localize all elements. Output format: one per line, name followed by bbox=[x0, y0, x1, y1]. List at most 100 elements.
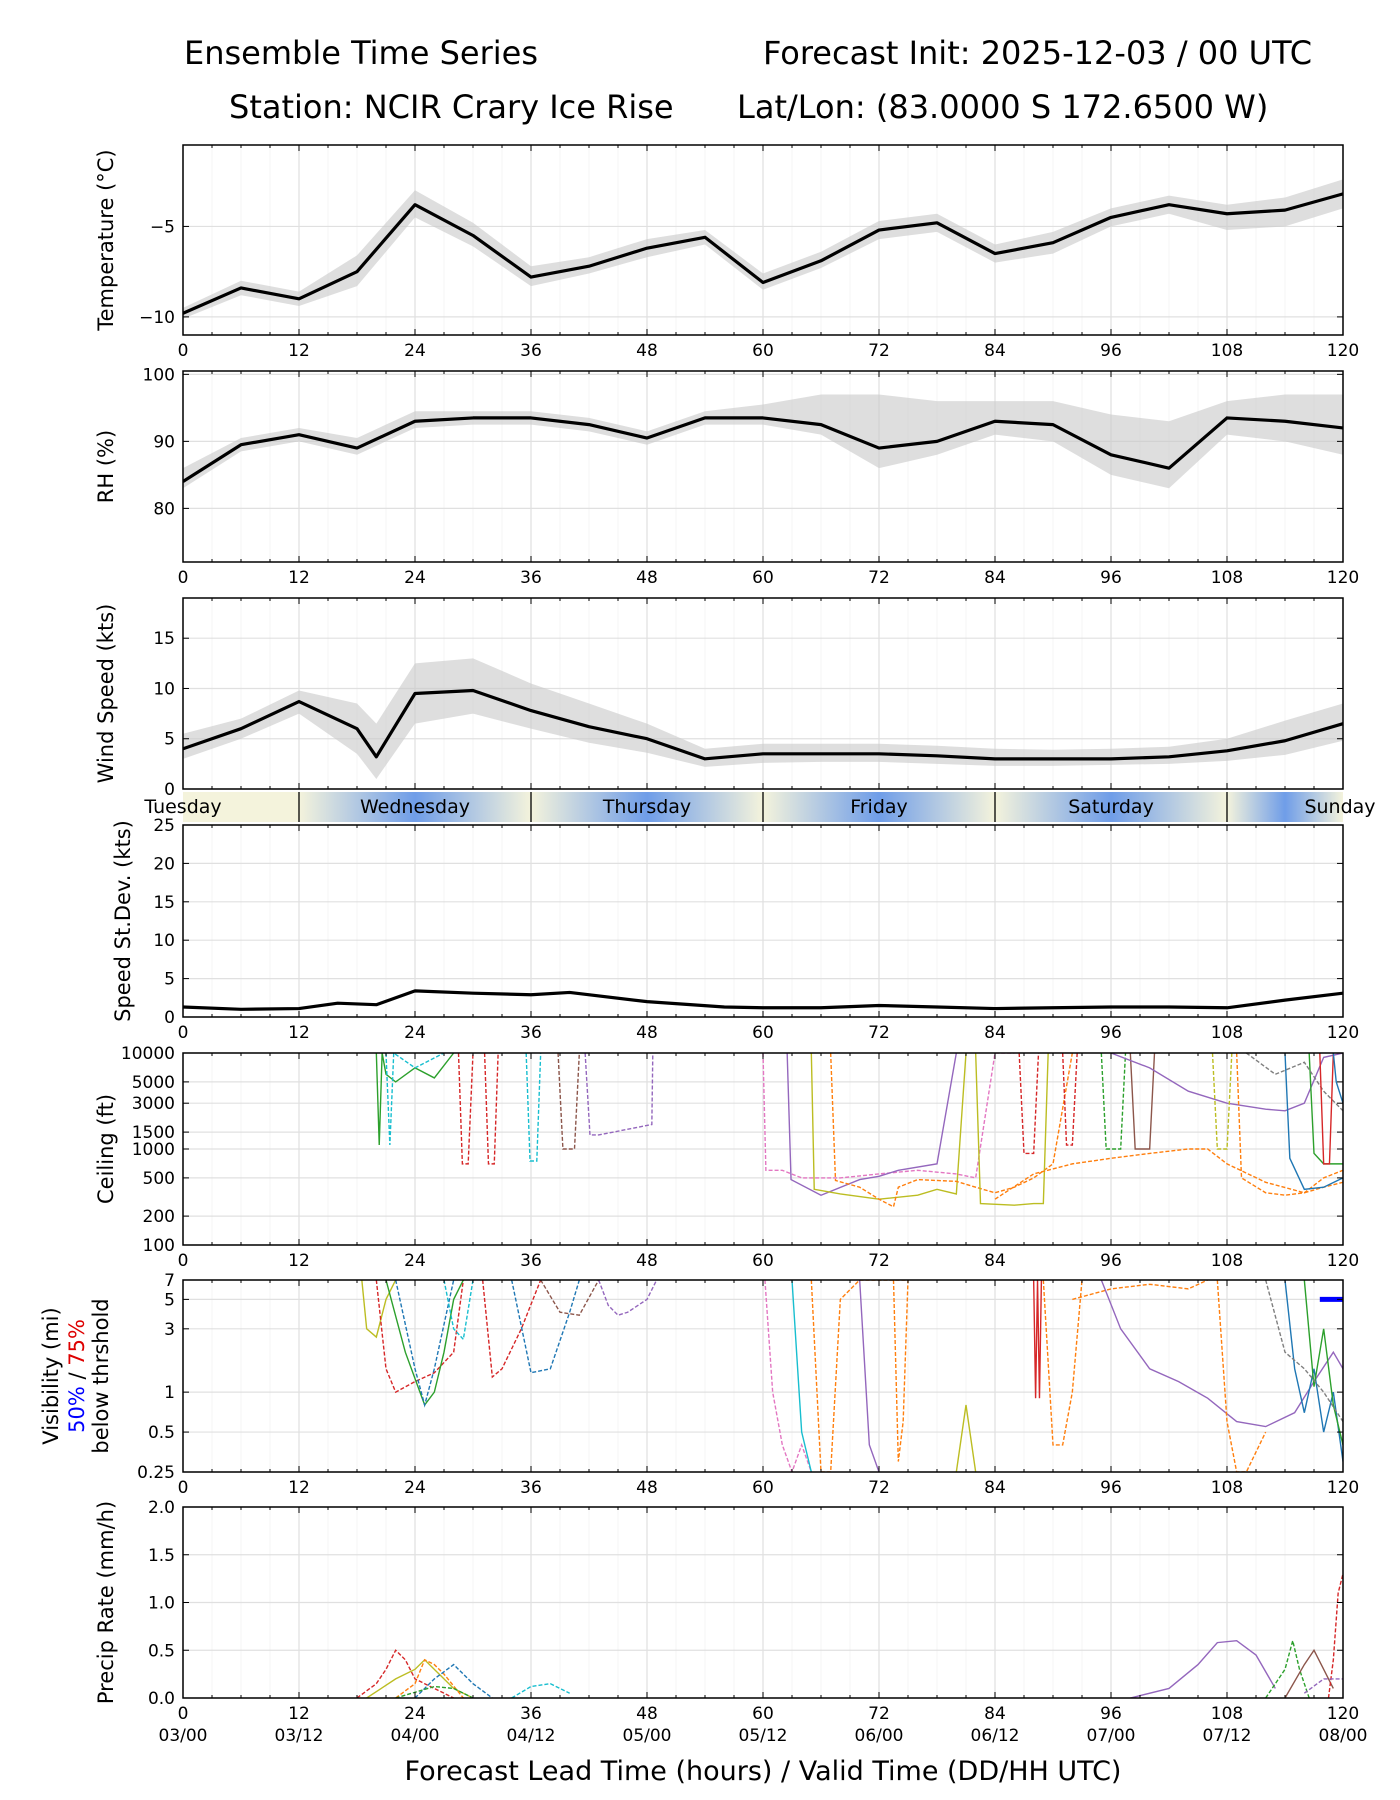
x-tick-label: 108 bbox=[1211, 1478, 1243, 1498]
member-series bbox=[481, 1280, 542, 1379]
x-tick-label: 120 bbox=[1327, 341, 1359, 361]
plot-area bbox=[361, 1280, 1343, 1472]
x-tick-label: 24 bbox=[404, 341, 426, 361]
x-tick-label: 0 bbox=[178, 341, 189, 361]
y-tick-label: 10 bbox=[153, 679, 175, 699]
x-tick-label: 48 bbox=[636, 341, 658, 361]
y-tick-label: 1500 bbox=[132, 1123, 175, 1143]
x-tick-label: 12 bbox=[288, 568, 310, 588]
x-tick-label: 24 bbox=[404, 568, 426, 588]
member-series bbox=[1042, 1280, 1083, 1446]
ensemble-mean bbox=[183, 416, 1343, 483]
x-valid-label: 04/12 bbox=[507, 1726, 556, 1746]
y-tick-label: 100 bbox=[143, 1236, 175, 1256]
y-axis-label: Speed St.Dev. (kts) bbox=[111, 820, 135, 1022]
member-series bbox=[414, 1663, 493, 1698]
y-tick-label: −5 bbox=[150, 217, 175, 237]
x-valid-label: 07/12 bbox=[1203, 1726, 1252, 1746]
y-tick-label: 1000 bbox=[132, 1140, 175, 1160]
spread-band bbox=[183, 658, 1343, 779]
member-series bbox=[1032, 1280, 1043, 1399]
member-series bbox=[955, 1404, 977, 1472]
x-tick-label: 96 bbox=[1100, 1478, 1122, 1498]
day-band-segment bbox=[1227, 792, 1343, 822]
member-series bbox=[1100, 1280, 1343, 1428]
member-series bbox=[892, 1280, 909, 1462]
x-tick-label: 36 bbox=[520, 1478, 542, 1498]
x-tick-label: 60 bbox=[752, 1023, 774, 1043]
y-tick-label: 200 bbox=[143, 1207, 175, 1227]
y-axis-label-thresholds: 50% / 75% bbox=[65, 1319, 89, 1433]
member-series bbox=[1284, 1280, 1343, 1462]
x-tick-label: 108 bbox=[1211, 1023, 1243, 1043]
x-tick-label: 84 bbox=[984, 1704, 1006, 1724]
member-series bbox=[1284, 1648, 1334, 1698]
latlon-label: Lat/Lon: (83.0000 S 172.6500 W) bbox=[737, 88, 1269, 126]
panel-visibility: 0.25 0.5 1 3 57 0 12 24 36 48 60 72 84 96 108 120 Visibi… bbox=[39, 1271, 1359, 1498]
y-axis-label: Wind Speed (kts) bbox=[94, 604, 118, 784]
member-series bbox=[375, 1053, 455, 1146]
member-series bbox=[1245, 1053, 1343, 1112]
member-series bbox=[1100, 1053, 1127, 1150]
day-label: Tuesday bbox=[143, 796, 221, 818]
x-tick-label: 96 bbox=[1100, 1251, 1122, 1271]
grid bbox=[182, 1052, 1344, 1246]
member-series bbox=[858, 1280, 880, 1472]
x-tick-label: 36 bbox=[520, 1023, 542, 1043]
member-series bbox=[1018, 1053, 1040, 1155]
day-band-segment bbox=[183, 792, 299, 822]
day-band-segment bbox=[995, 792, 1227, 822]
member-series bbox=[829, 1053, 1074, 1208]
member-series bbox=[1284, 1053, 1343, 1191]
y-axis-label: Visibility (mi) bbox=[39, 1307, 63, 1444]
member-series bbox=[1308, 1053, 1343, 1165]
x-tick-label: 72 bbox=[868, 568, 890, 588]
plot-area bbox=[183, 658, 1343, 779]
x-valid-label: 05/00 bbox=[623, 1726, 672, 1746]
day-band-segment bbox=[763, 792, 995, 822]
y-tick-label: 20 bbox=[153, 854, 175, 874]
x-valid-label: 08/00 bbox=[1319, 1726, 1368, 1746]
ensemble-mean bbox=[183, 688, 1343, 761]
label-sep: / bbox=[65, 1366, 89, 1386]
y-tick-label: 0 bbox=[164, 780, 175, 800]
ensemble-mean bbox=[183, 192, 1343, 315]
x-tick-label: 72 bbox=[868, 1478, 890, 1498]
x-axis-label: Forecast Lead Time (hours) / Valid Time … bbox=[405, 1756, 1122, 1787]
x-tick-label: 0 bbox=[178, 1023, 189, 1043]
member-series bbox=[366, 1658, 474, 1698]
x-tick-label: 24 bbox=[404, 1704, 426, 1724]
y-tick-label: 5 bbox=[164, 730, 175, 750]
x-tick-label: 72 bbox=[868, 1023, 890, 1043]
day-label: Sunday bbox=[1304, 796, 1375, 818]
plot-area bbox=[375, 1053, 1343, 1208]
member-series bbox=[1130, 1639, 1276, 1698]
x-tick-label: 24 bbox=[404, 1478, 426, 1498]
x-tick-label: 12 bbox=[288, 1251, 310, 1271]
x-tick-label: 96 bbox=[1100, 1023, 1122, 1043]
plot-area bbox=[183, 394, 1343, 489]
x-tick-label: 84 bbox=[984, 568, 1006, 588]
x-tick-label: 0 bbox=[178, 1478, 189, 1498]
member-series bbox=[1110, 1053, 1343, 1112]
y-axis-label: RH (%) bbox=[94, 430, 118, 503]
spread-band bbox=[183, 179, 1343, 319]
panel-wind: 0 5 10 15 Wind Speed (kts) bbox=[94, 597, 1344, 800]
grid bbox=[182, 1506, 1344, 1699]
x-tick-label: 60 bbox=[752, 568, 774, 588]
x-tick-label: 36 bbox=[520, 1251, 542, 1271]
member-series bbox=[810, 1053, 967, 1200]
y-tick-label: 5000 bbox=[132, 1073, 175, 1093]
member-series bbox=[511, 1682, 570, 1698]
member-series bbox=[1216, 1280, 1267, 1472]
member-series bbox=[394, 1280, 455, 1408]
day-band-segment bbox=[531, 792, 763, 822]
member-series bbox=[1235, 1053, 1343, 1196]
x-valid-label: 07/00 bbox=[1087, 1726, 1136, 1746]
y-tick-label: 0.25 bbox=[137, 1463, 175, 1483]
y-tick-label: 0.0 bbox=[148, 1689, 175, 1709]
x-tick-label: 0 bbox=[178, 1251, 189, 1271]
x-tick-label: 120 bbox=[1327, 568, 1359, 588]
plot-area bbox=[356, 1573, 1343, 1698]
x-tick-label: 120 bbox=[1327, 1704, 1359, 1724]
